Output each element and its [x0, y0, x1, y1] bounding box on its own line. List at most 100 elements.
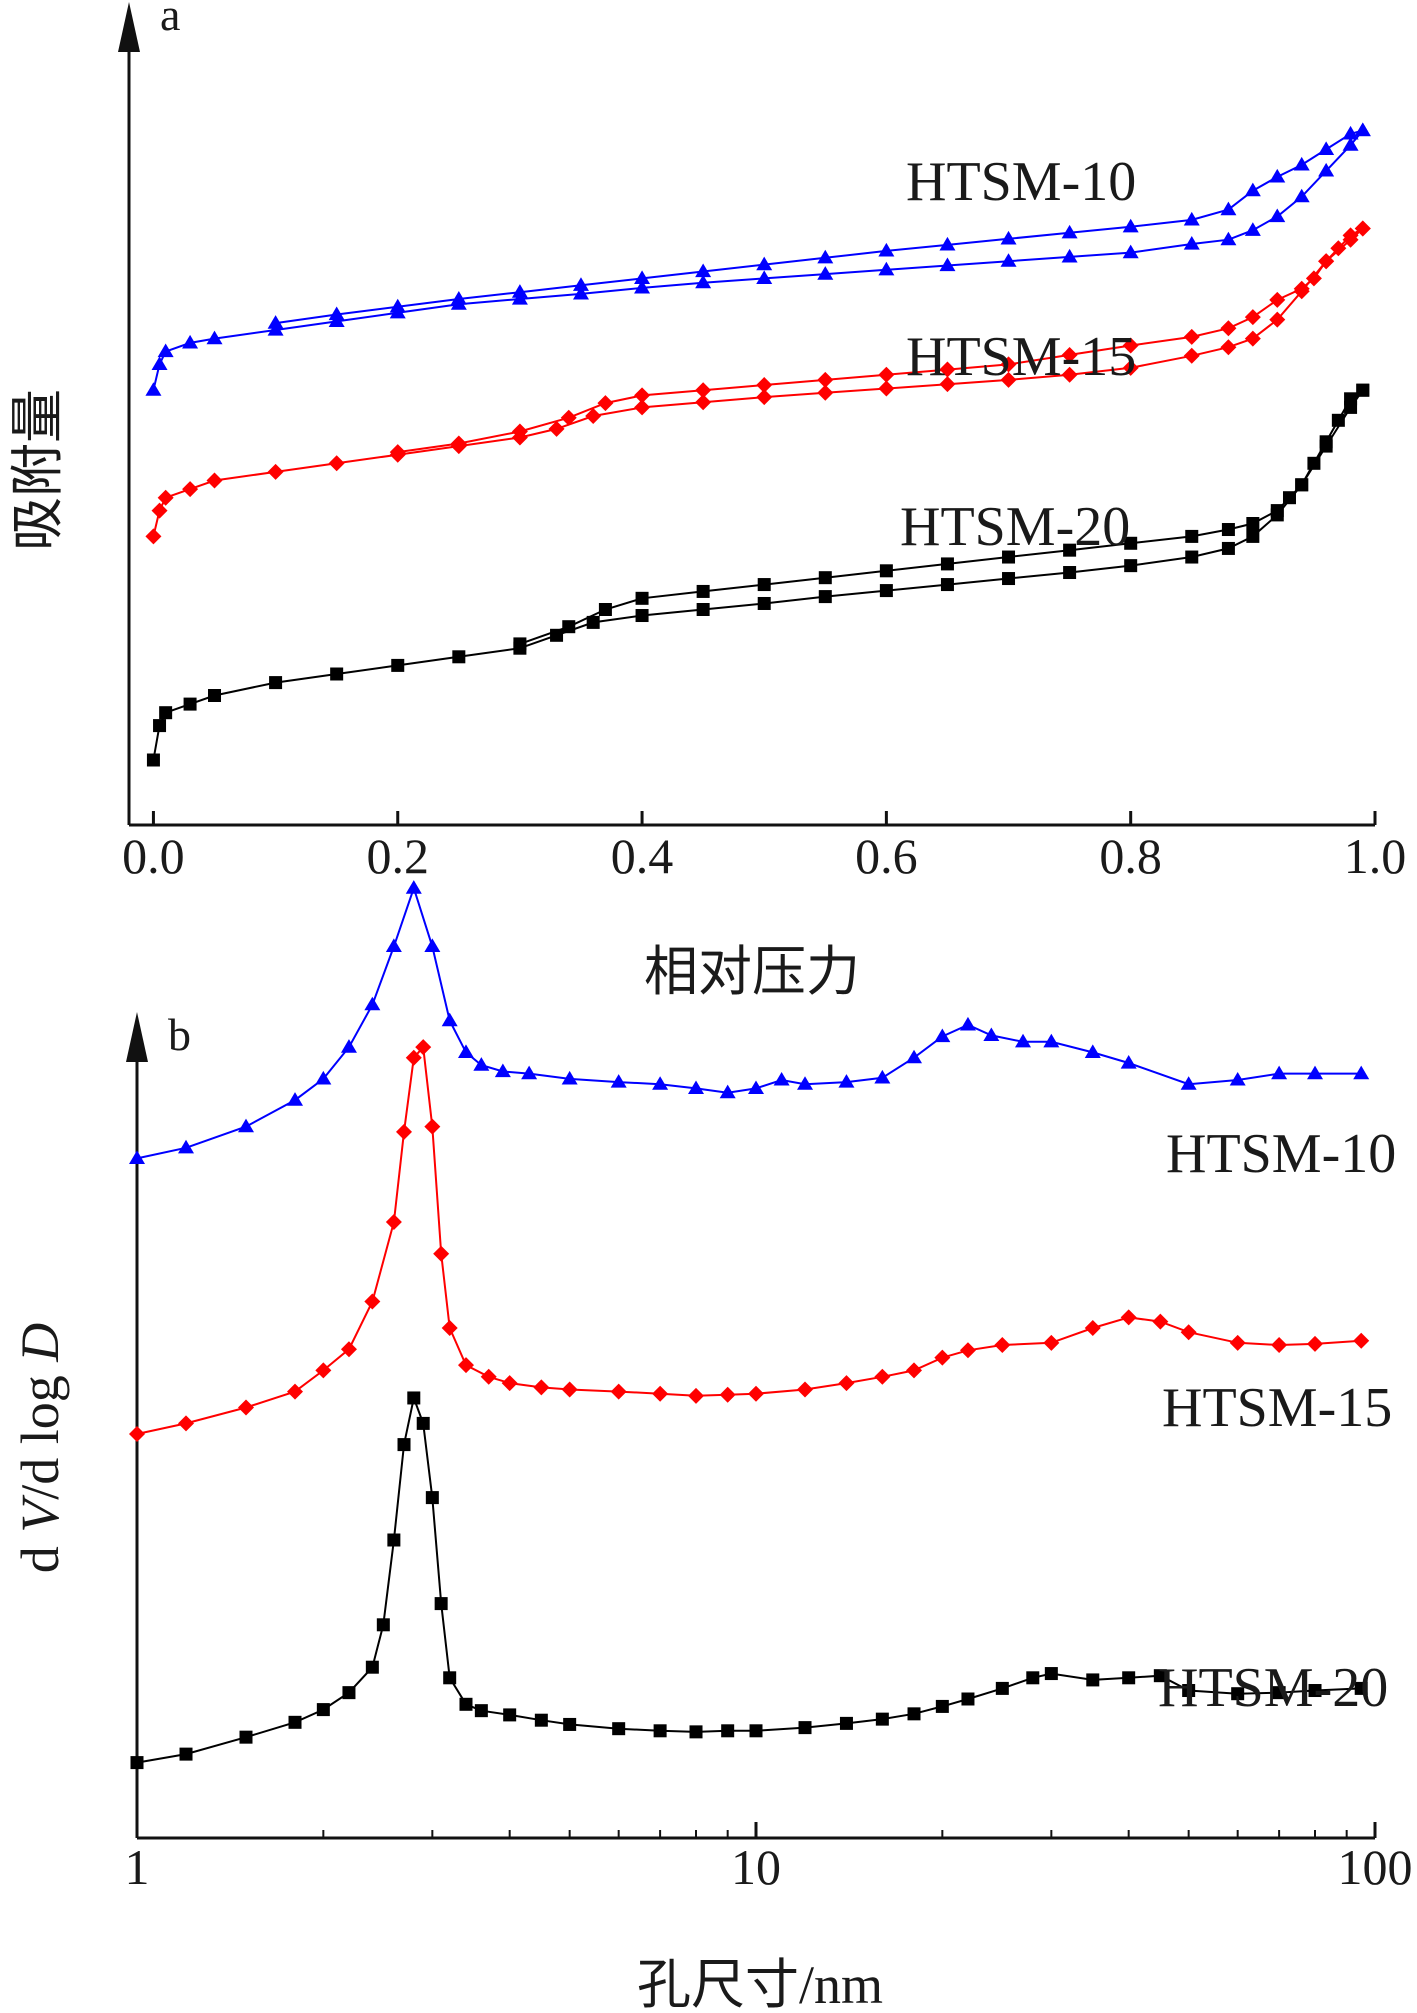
panel-b-htsm-10-point: [364, 996, 381, 1011]
panel-b-htsm-10-point: [521, 1065, 538, 1080]
panel-a-htsm-20-adsorption-line: [152, 389, 1364, 761]
panel-a-htsm-20-desorption-point: [513, 637, 527, 651]
panel-a-htsm-15-adsorption-point: [151, 502, 168, 519]
panel-b-htsm-20-point: [407, 1391, 421, 1405]
panel-b-letter: b: [168, 1009, 191, 1060]
panel-a-series-htsm-20: [146, 383, 1370, 767]
panel-a-htsm-20-desorption-point: [940, 557, 954, 571]
panel-a-htsm-15-adsorption-point: [756, 389, 773, 406]
panel-a-htsm-20-adsorption-point: [183, 697, 197, 711]
panel-b-htsm-15-point: [748, 1385, 764, 1402]
panel-a-htsm-10-adsorption-point: [267, 322, 284, 336]
panel-a-htsm-20-desorption-point: [696, 584, 710, 598]
panel-a-htsm-15-desorption-point: [1244, 309, 1261, 326]
panel-a-htsm-10-adsorption-point: [1061, 248, 1078, 263]
panel-a-htsm-15-desorption-point: [511, 423, 528, 440]
panel-b-htsm-10-point: [494, 1063, 511, 1078]
panel-b-series-htsm-10: [129, 880, 1370, 1164]
panel-a-series-label-htsm-10: HTSM-10: [906, 151, 1136, 213]
panel-a-x-0.4-tick-label: 0.4: [611, 828, 674, 884]
panel-a-htsm-15-desorption-point: [634, 387, 651, 404]
panel-a-htsm-10-desorption-point: [1183, 211, 1200, 226]
panel-b: b 1 10 100 HTSM-10 HTSM-15 HTSM-20 孔尺寸/nm …: [10, 880, 1413, 2013]
panel-b-htsm-20-point: [875, 1712, 889, 1726]
panel-a-htsm-20-adsorption-point: [757, 596, 771, 610]
panel-b-x-10-tick-label: 10: [731, 1839, 781, 1895]
panel-a-htsm-20-adsorption-point: [1246, 529, 1260, 543]
panel-b-htsm-10-point: [983, 1027, 1000, 1042]
panel-a-htsm-10-desorption-line: [275, 129, 1364, 325]
panel-b-htsm-20-point: [1086, 1673, 1100, 1687]
panel-b-htsm-15-point: [501, 1375, 518, 1392]
panel-b-htsm-20-point: [474, 1704, 488, 1718]
panel-a-x-0.8-tick-label: 0.8: [1099, 828, 1162, 884]
panel-a-htsm-10-adsorption-point: [756, 270, 773, 284]
panel-b-htsm-15-point: [688, 1387, 705, 1404]
panel-a-x-0.2-tick-label: 0.2: [366, 828, 429, 884]
panel-b-htsm-10-point: [934, 1028, 951, 1043]
panel-b-htsm-20-point: [563, 1717, 577, 1731]
panel-a-htsm-10-adsorption-point: [1122, 244, 1139, 259]
panel-a-htsm-20-adsorption-point: [452, 650, 466, 664]
panel-a-htsm-10-adsorption-point: [1244, 222, 1261, 236]
panel-a-htsm-10-adsorption-point: [182, 334, 199, 349]
panel-b-htsm-20-point: [907, 1707, 921, 1721]
panel-b-htsm-20-point: [1272, 1686, 1286, 1700]
panel-a-htsm-15-adsorption-point: [1183, 347, 1200, 364]
panel-b-htsm-15-point: [178, 1415, 195, 1432]
panel-b-htsm-10-point: [1271, 1065, 1288, 1080]
panel-a-htsm-10-desorption-point: [1293, 156, 1310, 171]
panel-b-htsm-10-point: [129, 1150, 145, 1164]
panel-b-htsm-10-point: [1043, 1033, 1060, 1048]
panel-a-htsm-10-desorption-point: [817, 249, 834, 264]
panel-b-htsm-15-line: [136, 1044, 1362, 1435]
panel-a-htsm-10-desorption-point: [878, 242, 895, 257]
panel-a-htsm-15-desorption-point: [878, 366, 895, 383]
panel-b-htsm-20-point: [425, 1491, 439, 1505]
panel-a-x-ticks: 0.0 0.2 0.4 0.6 0.8 1.0: [122, 811, 1406, 884]
panel-b-htsm-20-point: [689, 1725, 703, 1739]
panel-b-htsm-20-point: [1308, 1684, 1322, 1698]
panel-b-series-label-htsm-20: HTSM-20: [1158, 1657, 1388, 1719]
panel-a-htsm-20-adsorption-point: [635, 609, 649, 623]
panel-a-htsm-10-desorption-point: [939, 236, 956, 251]
panel-a-htsm-20-adsorption-point: [391, 658, 405, 672]
panel-a-htsm-15-adsorption-point: [817, 384, 834, 401]
panel-b-htsm-15-point: [1307, 1335, 1324, 1352]
panel-b-htsm-10-point: [748, 1080, 764, 1095]
panel-b-htsm-20-point: [995, 1681, 1009, 1695]
panel-a-htsm-20-adsorption-point: [879, 584, 893, 598]
panel-a-htsm-15-desorption-point: [1269, 291, 1286, 308]
panel-a-htsm-20-desorption-point: [1295, 478, 1309, 492]
panel-b-htsm-20-point: [1231, 1687, 1245, 1701]
panel-a-htsm-15-adsorption-point: [206, 472, 223, 489]
panel-a-htsm-20-desorption-point: [1221, 523, 1235, 537]
panel-b-htsm-10-point: [315, 1070, 332, 1085]
panel-a-htsm-10-desorption-point: [695, 263, 712, 278]
panel-b-htsm-20-point: [397, 1438, 411, 1452]
panel-b-htsm-15-point: [797, 1381, 814, 1398]
panel-b-htsm-15-point: [1152, 1313, 1169, 1330]
panel-a-htsm-15-adsorption-point: [1122, 359, 1139, 376]
panel-a-htsm-20-desorption-point: [879, 564, 893, 578]
panel-b-htsm-15-point: [959, 1342, 976, 1359]
panel-a-htsm-10-adsorption-point: [1293, 188, 1310, 203]
panel-a-htsm-20-adsorption-point: [1124, 559, 1138, 573]
panel-a-htsm-10-desorption-point: [389, 298, 406, 313]
panel-a-htsm-10-adsorption-point: [1269, 208, 1286, 223]
panel-a-htsm-10-desorption-point: [1061, 224, 1078, 239]
panel-b-htsm-10-point: [473, 1057, 490, 1071]
panel-b-htsm-15-point: [480, 1368, 497, 1385]
panel-a-htsm-15-desorption-point: [1293, 280, 1310, 297]
panel-b-htsm-20-point: [1044, 1667, 1058, 1681]
panel-b-htsm-10-point: [1229, 1071, 1246, 1086]
panel-a-htsm-15-desorption-point: [1354, 220, 1371, 237]
panel-b-htsm-10-point: [838, 1074, 855, 1088]
panel-a-htsm-20-desorption-point: [1185, 529, 1199, 543]
panel-a-htsm-10-desorption-point: [1244, 182, 1261, 197]
panel-a-htsm-10-desorption-point: [450, 291, 467, 305]
panel-b-htsm-10-point: [178, 1139, 195, 1154]
panel-b-htsm-15-point: [315, 1362, 332, 1379]
panel-a-htsm-10-adsorption-point: [878, 261, 895, 276]
panel-b-htsm-15-point: [129, 1426, 145, 1442]
